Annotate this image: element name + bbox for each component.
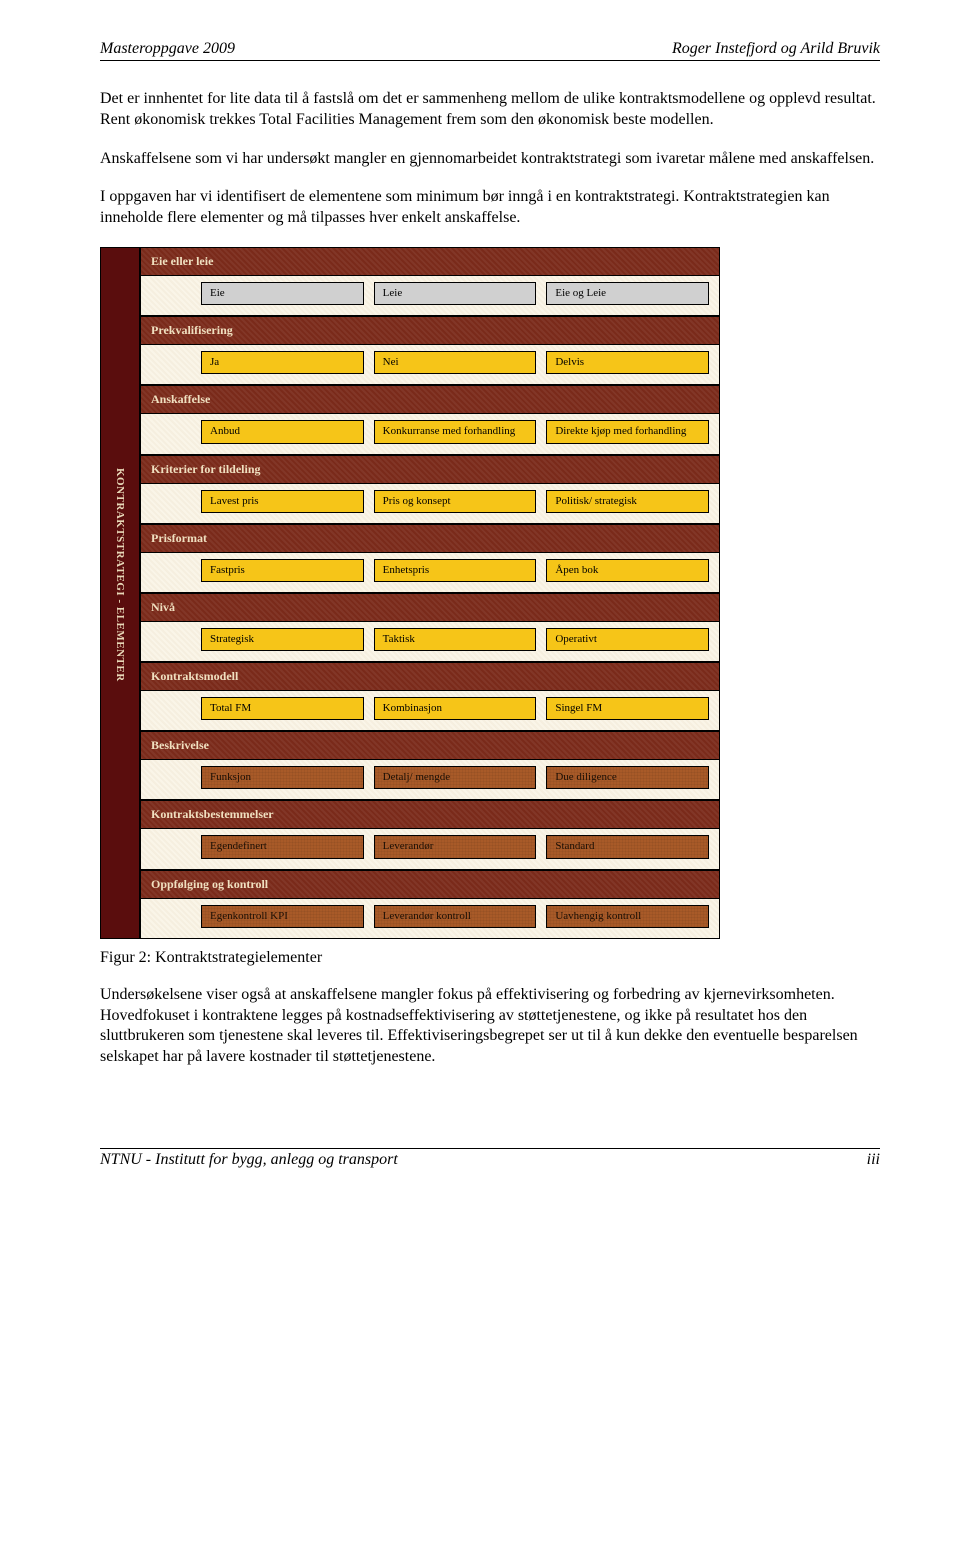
section-body: Fastpris Enhetspris Åpen bok (141, 553, 720, 593)
paragraph-3: I oppgaven har vi identifisert de elemen… (100, 187, 880, 229)
page-footer: NTNU - Institutt for bygg, anlegg og tra… (100, 1148, 880, 1169)
option-box: Due diligence (546, 766, 709, 789)
section-body: Ja Nei Delvis (141, 345, 720, 385)
option-box: Uavhengig kontroll (546, 905, 709, 928)
option-box: Singel FM (546, 697, 709, 720)
section-body: Egenkontroll KPI Leverandør kontroll Uavhe… (141, 899, 720, 939)
section-header: Beskrivelse (141, 731, 720, 760)
header-right: Roger Instefjord og Arild Bruvik (672, 40, 880, 58)
diagram-section: Prekvalifisering Ja Nei Delvis (140, 316, 720, 385)
option-box: Fastpris (201, 559, 364, 582)
option-box: Egendefinert (201, 835, 364, 858)
option-box: Eie og Leie (546, 282, 709, 305)
section-body: Anbud Konkurranse med forhandling Direkte … (141, 414, 720, 454)
option-box: Leverandør kontroll (374, 905, 537, 928)
figure-caption: Figur 2: Kontraktstrategielementer (100, 949, 880, 967)
option-box: Taktisk (374, 628, 537, 651)
diagram-section: Nivå Strategisk Taktisk Operativt (140, 593, 720, 662)
diagram-section: Kontraktsbestemmelser Egendefinert Leveran… (140, 800, 720, 869)
option-box: Eie (201, 282, 364, 305)
section-header: Nivå (141, 593, 720, 622)
diagram-section: Prisformat Fastpris Enhetspris Åpen bok (140, 524, 720, 593)
section-header: Oppfølging og kontroll (141, 870, 720, 899)
section-header: Prisformat (141, 524, 720, 553)
page-header: Masteroppgave 2009 Roger Instefjord og A… (100, 40, 880, 61)
diagram-section: Kontraktsmodell Total FM Kombinasjon Singel… (140, 662, 720, 731)
option-box: Funksjon (201, 766, 364, 789)
section-header: Kontraktsbestemmelser (141, 800, 720, 829)
option-box: Åpen bok (546, 559, 709, 582)
diagram-section: Beskrivelse Funksjon Detalj/ mengde Due dil… (140, 731, 720, 800)
paragraph-1: Det er innhentet for lite data til å fas… (100, 89, 880, 131)
section-body: Total FM Kombinasjon Singel FM (141, 691, 720, 731)
footer-left: NTNU - Institutt for bygg, anlegg og tra… (100, 1151, 398, 1169)
paragraph-4: Undersøkelsene viser også at anskaffelse… (100, 985, 880, 1068)
section-body: Strategisk Taktisk Operativt (141, 622, 720, 662)
option-box: Anbud (201, 420, 364, 443)
diagram-section: Eie eller leie Eie Leie Eie og Leie (140, 247, 720, 316)
section-header: Kontraktsmodell (141, 662, 720, 691)
diagram-side-column: KONTRAKTSTRATEGI - ELEMENTER (100, 247, 140, 939)
option-box: Politisk/ strategisk (546, 490, 709, 513)
diagram-sections: Eie eller leie Eie Leie Eie og Leie Prekvali… (140, 247, 720, 939)
option-box: Nei (374, 351, 537, 374)
option-box: Detalj/ mengde (374, 766, 537, 789)
option-box: Enhetspris (374, 559, 537, 582)
section-header: Eie eller leie (141, 247, 720, 276)
section-header: Anskaffelse (141, 385, 720, 414)
diagram-side-label: KONTRAKTSTRATEGI - ELEMENTER (114, 468, 126, 682)
option-box: Kombinasjon (374, 697, 537, 720)
option-box: Ja (201, 351, 364, 374)
section-header: Kriterier for tildeling (141, 455, 720, 484)
option-box: Pris og konsept (374, 490, 537, 513)
section-body: Eie Leie Eie og Leie (141, 276, 720, 316)
header-left: Masteroppgave 2009 (100, 40, 235, 58)
option-box: Total FM (201, 697, 364, 720)
page: Masteroppgave 2009 Roger Instefjord og A… (0, 0, 960, 1199)
strategy-diagram: KONTRAKTSTRATEGI - ELEMENTER Eie eller l… (100, 247, 880, 939)
option-box: Direkte kjøp med forhandling (546, 420, 709, 443)
option-box: Leverandør (374, 835, 537, 858)
diagram-section: Kriterier for tildeling Lavest pris Pris o… (140, 455, 720, 524)
option-box: Egenkontroll KPI (201, 905, 364, 928)
section-body: Egendefinert Leverandør Standard (141, 829, 720, 869)
section-body: Funksjon Detalj/ mengde Due diligence (141, 760, 720, 800)
section-body: Lavest pris Pris og konsept Politisk/ stra… (141, 484, 720, 524)
option-box: Lavest pris (201, 490, 364, 513)
paragraph-2: Anskaffelsene som vi har undersøkt mangl… (100, 149, 880, 170)
diagram-section: Oppfølging og kontroll Egenkontroll KPI Le… (140, 870, 720, 939)
footer-right: iii (867, 1151, 880, 1169)
diagram-section: Anskaffelse Anbud Konkurranse med forhandl… (140, 385, 720, 454)
option-box: Leie (374, 282, 537, 305)
option-box: Delvis (546, 351, 709, 374)
option-box: Standard (546, 835, 709, 858)
diagram-body: KONTRAKTSTRATEGI - ELEMENTER Eie eller l… (100, 247, 720, 939)
section-header: Prekvalifisering (141, 316, 720, 345)
option-box: Operativt (546, 628, 709, 651)
option-box: Strategisk (201, 628, 364, 651)
option-box: Konkurranse med forhandling (374, 420, 537, 443)
